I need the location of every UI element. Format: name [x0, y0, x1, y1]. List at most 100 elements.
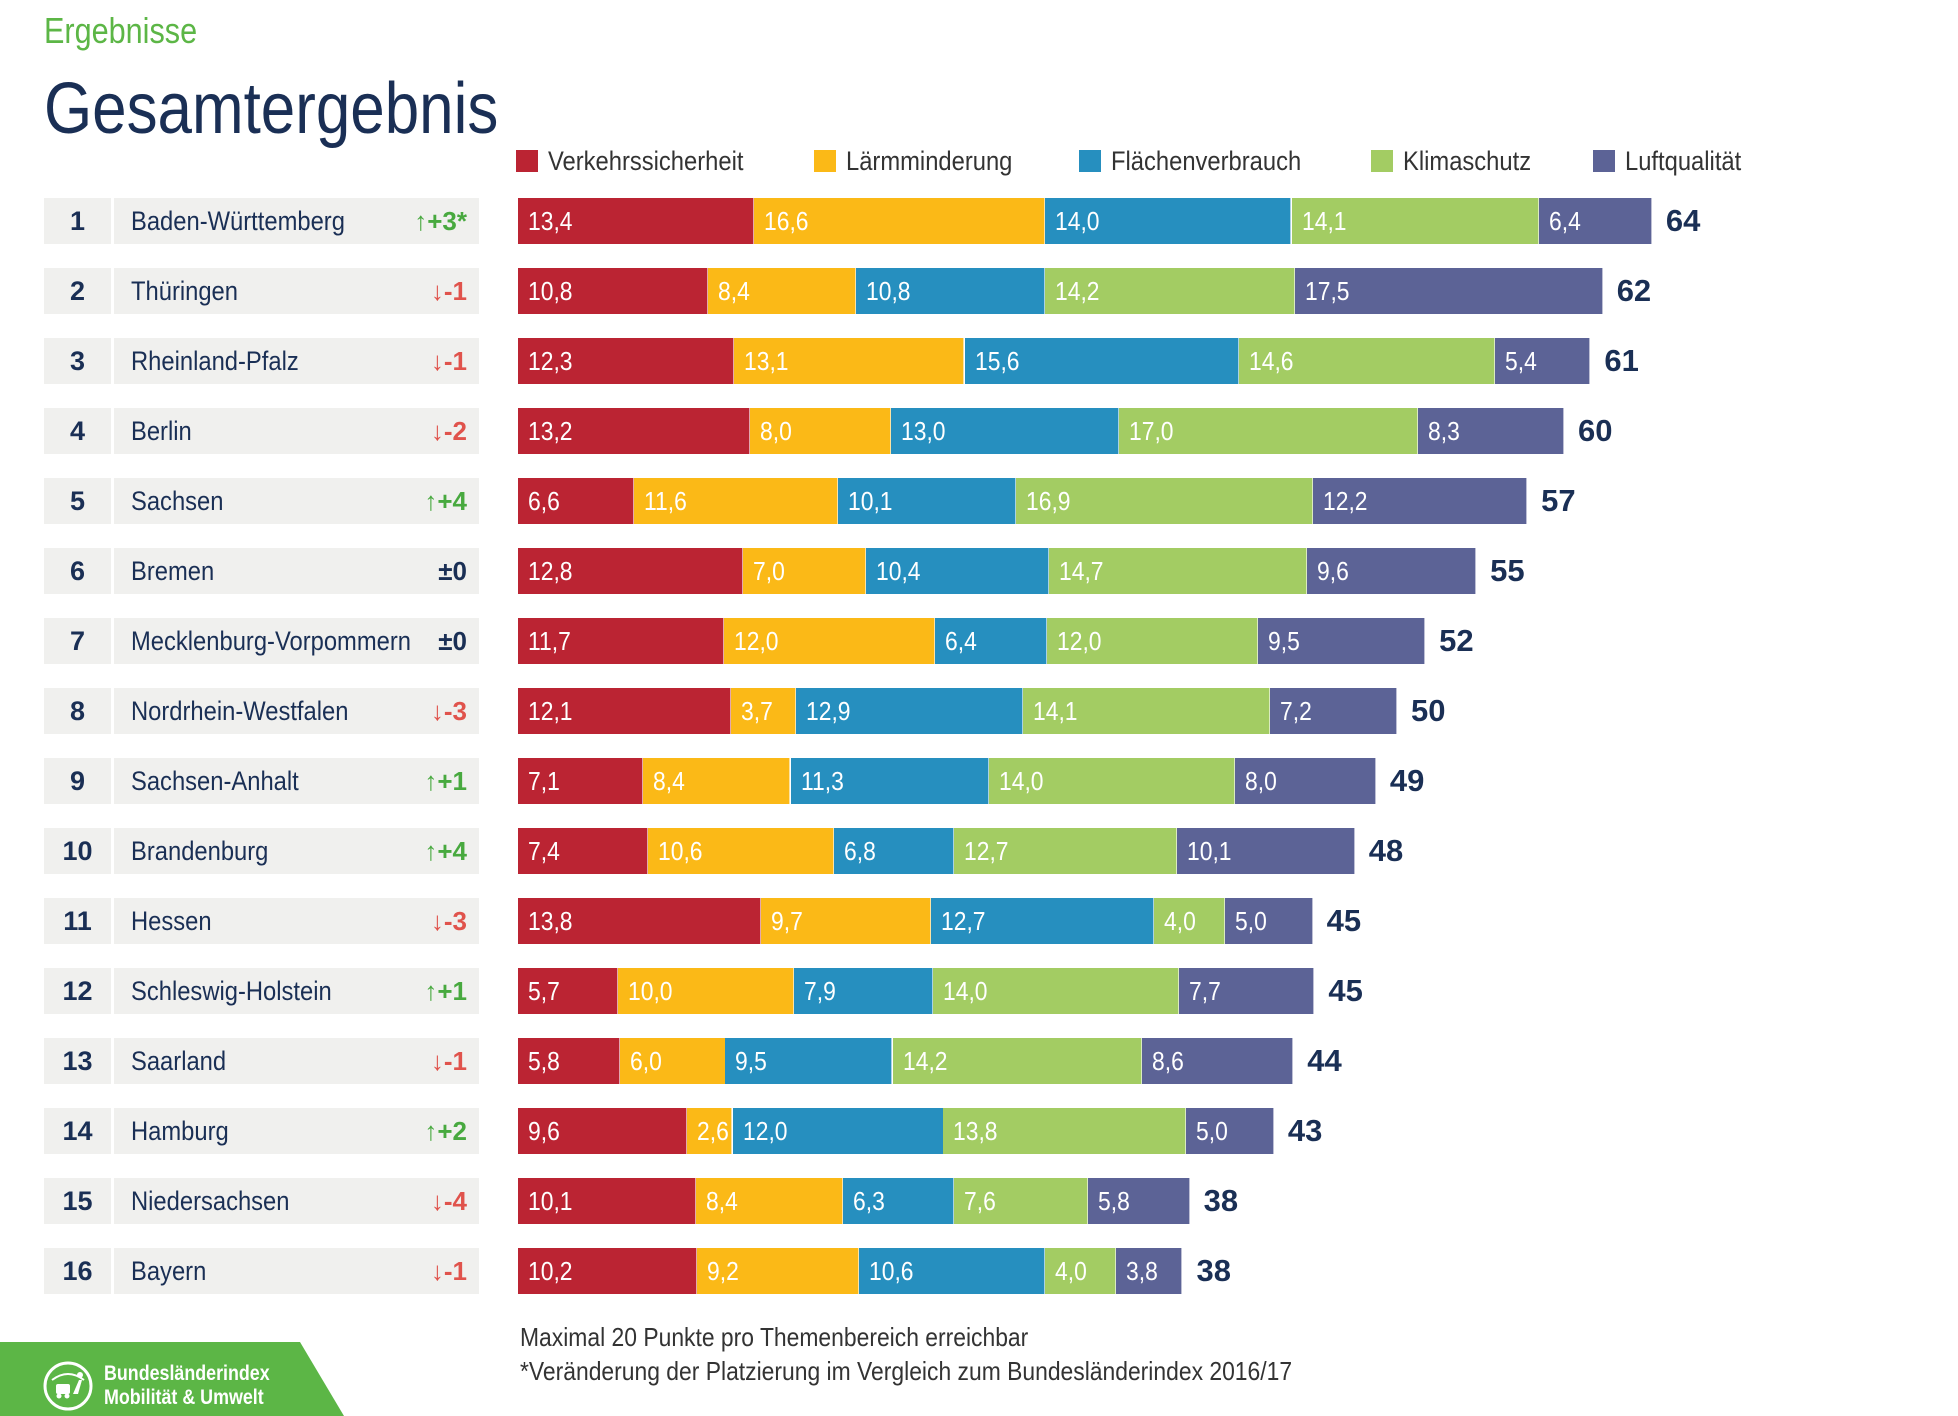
rank-number: 11 [44, 898, 114, 944]
segment-value-label: 12,1 [528, 696, 573, 726]
bar-segment-luftqualitaet: 12,2 [1312, 478, 1528, 524]
segment-value-label: 14,0 [1055, 206, 1100, 236]
segment-value-label: 14,0 [999, 766, 1044, 796]
total-score: 38 [1196, 1253, 1231, 1288]
bar-segment-klimaschutz: 14,0 [989, 758, 1236, 804]
segment-value-label: 12,0 [1057, 626, 1102, 656]
rank-number: 5 [44, 478, 114, 524]
chart-row: 14 Hamburg ↑+2 9,6 2,6 12,0 13,8 5,0 43 [0, 1108, 1958, 1154]
rank-number: 7 [44, 618, 114, 664]
segment-value-label: 12,9 [805, 696, 851, 726]
segment-value-label: 8,0 [760, 416, 792, 446]
segment-value-label: 9,6 [1317, 556, 1350, 586]
segment-value-label: 8,6 [1152, 1046, 1184, 1076]
segment-value-label: 16,6 [763, 206, 809, 236]
state-name: Niedersachsen [131, 1186, 290, 1216]
segment-value-label: 6,4 [944, 626, 977, 656]
bar-segment-flaechenverbrauch: 14,0 [1045, 198, 1292, 244]
segment-value-label: 6,4 [1549, 206, 1582, 236]
bar-segment-luftqualitaet: 6,4 [1539, 198, 1652, 244]
state-label-box: 13 Saarland ↓-1 [44, 1038, 479, 1084]
legend-item-flaechenverbrauch: Flächenverbrauch [1079, 146, 1327, 177]
rank-number: 9 [44, 758, 114, 804]
segment-value-label: 7,7 [1189, 976, 1221, 1006]
state-label-box: 2 Thüringen ↓-1 [44, 268, 479, 314]
segment-value-label: 11,6 [644, 486, 687, 516]
placement-change: ↓-1 [430, 1256, 467, 1286]
bar-segment-flaechenverbrauch: 15,6 [964, 338, 1239, 384]
chart-row: 10 Brandenburg ↑+4 7,4 10,6 6,8 12,7 10,1 48 [0, 828, 1958, 874]
bar-segment-klimaschutz: 4,0 [1154, 898, 1225, 944]
segment-value-label: 14,2 [902, 1046, 948, 1076]
state-label-box: 5 Sachsen ↑+4 [44, 478, 479, 524]
bar-segment-klimaschutz: 12,7 [954, 828, 1178, 874]
segment-value-label: 17,0 [1129, 416, 1174, 446]
bar-segment-verkehrssicherheit: 10,1 [518, 1178, 696, 1224]
rank-number: 8 [44, 688, 114, 734]
segment-value-label: 10,6 [658, 836, 703, 866]
bar-segment-flaechenverbrauch: 10,1 [838, 478, 1016, 524]
bar-segment-verkehrssicherheit: 9,6 [518, 1108, 687, 1154]
segment-value-label: 10,8 [528, 276, 573, 306]
bar-segment-klimaschutz: 4,0 [1045, 1248, 1116, 1294]
state-name: Thüringen [131, 276, 239, 306]
segment-value-label: 5,8 [528, 1046, 560, 1076]
placement-change: ↓-1 [430, 346, 467, 376]
bar-segment-laermminderung: 8,0 [750, 408, 891, 454]
bar-segment-laermminderung: 12,0 [723, 618, 935, 664]
placement-change: ↓-1 [430, 276, 467, 306]
state-label-box: 14 Hamburg ↑+2 [44, 1108, 479, 1154]
total-score: 49 [1389, 763, 1425, 798]
bar-segment-luftqualitaet: 5,4 [1495, 338, 1591, 384]
placement-change: ↑+3* [414, 206, 467, 236]
bar-segment-flaechenverbrauch: 12,9 [795, 688, 1023, 734]
bar-segment-luftqualitaet: 9,6 [1307, 548, 1477, 594]
bar-segment-klimaschutz: 14,2 [1045, 268, 1295, 314]
bar-segment-flaechenverbrauch: 12,0 [732, 1108, 944, 1154]
legend-swatch [1371, 150, 1394, 172]
segment-value-label: 7,2 [1280, 696, 1313, 726]
chart-legend: Verkehrssicherheit Lärmminderung Flächenve… [516, 145, 1757, 177]
chart-row: 3 Rheinland-Pfalz ↓-1 12,3 13,1 15,6 14,6 5,4 61 [0, 338, 1958, 384]
bar-segment-klimaschutz: 12,0 [1047, 618, 1259, 664]
bar-segment-klimaschutz: 14,0 [932, 968, 1179, 1014]
bar-segment-luftqualitaet: 5,0 [1186, 1108, 1274, 1154]
segment-value-label: 13,8 [953, 1116, 998, 1146]
segment-value-label: 8,3 [1428, 416, 1460, 446]
segment-value-label: 17,5 [1305, 276, 1350, 306]
segment-value-label: 5,8 [1097, 1186, 1130, 1216]
total-score: 60 [1578, 413, 1613, 448]
segment-value-label: 5,4 [1505, 346, 1538, 376]
segment-value-label: 13,0 [900, 416, 946, 446]
segment-value-label: 7,9 [804, 976, 836, 1006]
total-score: 55 [1490, 553, 1525, 588]
chart-row: 11 Hessen ↓-3 13,8 9,7 12,7 4,0 5,0 45 [0, 898, 1958, 944]
segment-value-label: 13,8 [528, 906, 573, 936]
bar-segment-verkehrssicherheit: 12,1 [518, 688, 731, 734]
legend-swatch [516, 150, 538, 172]
rank-number: 6 [44, 548, 114, 594]
segment-value-label: 9,5 [735, 1046, 768, 1076]
segment-value-label: 14,1 [1301, 206, 1347, 236]
total-score: 38 [1203, 1183, 1239, 1218]
legend-label: Luftqualität [1624, 145, 1742, 176]
segment-value-label: 10,6 [869, 1256, 914, 1286]
bar-segment-verkehrssicherheit: 6,6 [518, 478, 634, 524]
segment-value-label: 8,0 [1245, 766, 1278, 796]
bar-segment-laermminderung: 8,4 [707, 268, 856, 314]
footnote-max-points: Maximal 20 Punkte pro Themenbereich erre… [520, 1322, 1029, 1352]
placement-change: ↓-4 [430, 1186, 467, 1216]
total-score: 50 [1411, 693, 1446, 728]
state-name: Hamburg [131, 1116, 229, 1146]
bar-segment-luftqualitaet: 10,1 [1177, 828, 1355, 874]
segment-value-label: 10,4 [876, 556, 921, 586]
rank-number: 10 [44, 828, 114, 874]
rank-number: 4 [44, 408, 114, 454]
placement-change: ↓-1 [430, 1046, 467, 1076]
bar-segment-laermminderung: 8,4 [642, 758, 791, 804]
bar-segment-luftqualitaet: 7,2 [1270, 688, 1397, 734]
total-score: 45 [1326, 903, 1362, 938]
segment-value-label: 9,6 [528, 1116, 560, 1146]
segment-value-label: 12,7 [941, 906, 986, 936]
bar-segment-laermminderung: 7,0 [743, 548, 867, 594]
